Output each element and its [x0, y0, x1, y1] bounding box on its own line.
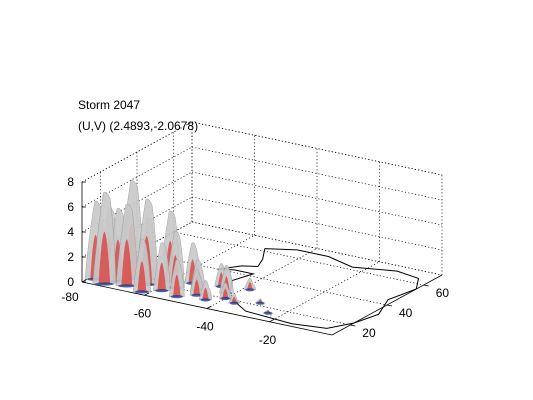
surface-base: [256, 301, 265, 305]
z-tick-label: 0: [67, 275, 74, 289]
storm-surface: [84, 180, 274, 318]
surface-base: [95, 282, 114, 286]
grid-floor-x: [269, 261, 380, 323]
y-tick-label: 40: [399, 306, 413, 320]
surface-base: [170, 295, 183, 299]
z-tick-label: 4: [67, 225, 74, 239]
x-tick-label: -20: [259, 333, 277, 347]
box-edge-top-left: [81, 121, 193, 183]
surface-core: [157, 262, 166, 291]
x-tick-mark: [206, 305, 212, 309]
surface-core: [231, 296, 237, 304]
grid-floor-y: [173, 231, 424, 286]
z-tick-label: 2: [67, 250, 74, 264]
x-tick-label: -80: [61, 290, 79, 304]
surface-core: [137, 261, 147, 292]
surface-core: [222, 288, 229, 299]
surface-base: [155, 289, 169, 293]
y-tick-mark: [423, 284, 429, 287]
x-tick-mark: [81, 279, 87, 283]
y-tick-label: 60: [436, 286, 450, 300]
surface-core: [121, 239, 133, 286]
box-edge-top-back: [191, 121, 443, 176]
axis-ticks: 0 2 4 6 8 -80 -60 -40 -20 20 40 60: [61, 175, 449, 347]
y-tick-mark: [350, 324, 356, 327]
surface-base: [200, 298, 211, 302]
surface-column: [262, 309, 274, 318]
surface-base: [191, 293, 203, 297]
x-tick-label: -60: [134, 306, 152, 320]
surface-base: [229, 301, 239, 305]
y-tick-mark: [386, 304, 393, 307]
surface-base: [245, 288, 255, 292]
x-tick-mark: [269, 318, 275, 323]
grid-left-z: [81, 146, 193, 208]
surface-base: [118, 284, 136, 288]
surface-core: [173, 274, 181, 297]
x-tick-mark: [144, 292, 150, 296]
y-tick-label: 20: [362, 326, 376, 340]
chart-title-line-1: Storm 2047: [78, 98, 141, 112]
z-tick-label: 6: [67, 200, 74, 214]
surface-base: [134, 290, 149, 294]
x-tick-label: -40: [196, 320, 214, 334]
surface-base: [263, 311, 273, 315]
surface-core: [202, 287, 209, 300]
coastline-contour: [218, 248, 420, 329]
surface-core: [98, 231, 111, 284]
coastline-path: [218, 248, 420, 329]
surface-base: [220, 296, 231, 301]
z-tick-label: 8: [67, 175, 74, 189]
chart-title-line-2: (U,V) (2.4893,-2.0678): [78, 119, 199, 133]
surface-core: [247, 281, 253, 290]
surface-core: [193, 279, 201, 296]
